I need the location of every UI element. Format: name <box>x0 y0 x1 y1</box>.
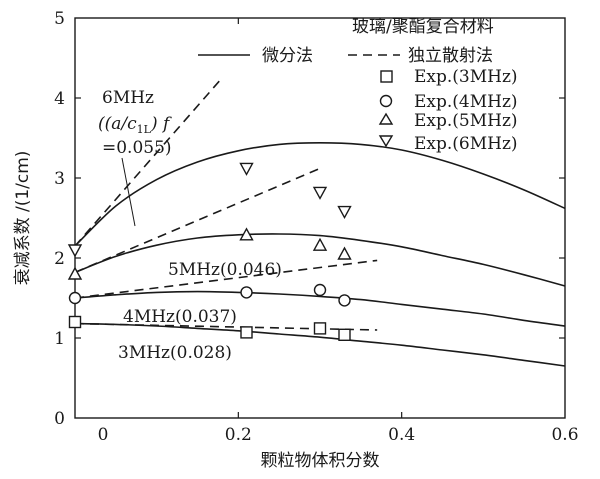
curve-annotations: 6MHz ((a/c1L) f =0.055) 5MHz(0.046) 4MHz… <box>98 88 282 363</box>
circle-point-4mhz <box>313 283 327 297</box>
legend-circle-marker <box>379 94 393 108</box>
data-points <box>67 162 352 341</box>
triangle-up-point-5mhz <box>312 237 328 251</box>
y-tick-label: 2 <box>54 249 65 269</box>
dashed-curve-6mhz <box>74 77 223 247</box>
dashed-curve-5mhz <box>74 167 321 274</box>
x-tick-label: 0.2 <box>225 425 252 445</box>
x-tick-label: 0.4 <box>388 425 415 445</box>
y-tick-label: 5 <box>54 9 65 29</box>
annotation-3mhz: 3MHz(0.028) <box>118 343 232 363</box>
legend-exp5-label: Exp.(5MHz) <box>414 111 518 131</box>
legend-dashed-label: 独立散射法 <box>408 46 493 66</box>
annotation-6mhz-subscript: 1L <box>137 123 152 136</box>
y-tick-label: 0 <box>54 409 65 429</box>
legend-exp6-label: Exp.(6MHz) <box>414 134 518 154</box>
annotation-6mhz-line2: ((a/c1L) f <box>98 114 172 136</box>
square-point-3mhz <box>313 322 327 335</box>
annotation-6mhz-line1: 6MHz <box>102 88 154 108</box>
triangle-down-point-6mhz <box>312 186 328 200</box>
legend-square-marker <box>380 70 393 83</box>
x-tick-label: 0 <box>98 425 109 445</box>
dashed-curve-3mhz <box>74 322 378 331</box>
triangle-down-point-6mhz <box>239 162 254 176</box>
legend-triangle-up-marker <box>378 112 394 125</box>
square-point-3mhz <box>338 328 351 341</box>
circle-point-4mhz <box>240 286 253 299</box>
annotation-6mhz-leader <box>121 157 136 227</box>
triangle-up-point-5mhz <box>337 246 352 260</box>
annotation-5mhz: 5MHz(0.046) <box>168 260 282 280</box>
y-tick-label: 4 <box>54 89 65 109</box>
y-tick-label: 1 <box>54 329 65 349</box>
triangle-down-point-6mhz <box>337 205 352 220</box>
annotation-4mhz: 4MHz(0.037) <box>123 307 237 327</box>
plot-frame <box>74 17 566 419</box>
annotation-6mhz-line3: =0.055) <box>102 138 172 158</box>
y-tick-label: 3 <box>54 169 65 189</box>
triangle-down-point-6mhz <box>67 244 83 258</box>
circle-point-4mhz <box>338 294 351 307</box>
square-point-3mhz <box>68 315 82 329</box>
circle-point-4mhz <box>68 291 82 305</box>
square-point-3mhz <box>240 326 253 339</box>
legend-exp3-label: Exp.(3MHz) <box>414 67 518 87</box>
legend-solid-label: 微分法 <box>262 46 313 66</box>
solid-curve-6mhz <box>74 141 566 247</box>
chart-title: 玻璃/聚酯复合材料 <box>352 17 494 37</box>
x-tick-label: 0.6 <box>551 425 578 445</box>
triangle-up-point-5mhz <box>239 227 254 241</box>
triangle-up-point-5mhz <box>67 266 83 280</box>
x-axis-label: 颗粒物体积分数 <box>261 451 380 471</box>
annotation-6mhz-param-end: ) f <box>150 114 172 134</box>
legend: 微分法 独立散射法 Exp.(3MHz) Exp.(4MHz) Exp.(5MH… <box>198 46 518 154</box>
solid-curve-5mhz <box>74 233 566 287</box>
curves <box>74 77 566 367</box>
dashed-curve-4mhz <box>74 259 378 299</box>
y-axis-label: 衰减系数 /(1/cm) <box>13 151 33 286</box>
annotation-6mhz-param: ((a/c <box>98 114 137 134</box>
solid-curve-4mhz <box>74 290 566 327</box>
axes: 0 1 2 3 4 5 0 0.2 0.4 0.6 颗粒物体积分数 衰减系数 /(1/cm) <box>13 9 579 471</box>
legend-triangle-down-marker <box>378 135 394 148</box>
legend-exp4-label: Exp.(4MHz) <box>414 92 518 112</box>
